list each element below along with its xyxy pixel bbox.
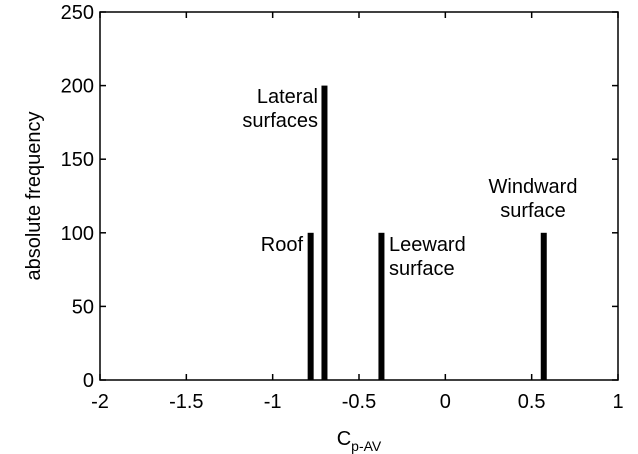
bar — [307, 232, 314, 380]
y-axis-label: absolute frequency — [23, 111, 45, 280]
x-tick-label: 0 — [440, 391, 451, 413]
x-tick-label: -1.5 — [169, 391, 203, 413]
annotation: Lateral surfaces — [242, 86, 318, 132]
annotation: Windward surface — [489, 176, 578, 222]
y-tick-label: 150 — [61, 149, 94, 171]
x-tick-label: 1 — [612, 391, 623, 413]
x-label-subscript: p-AV — [351, 438, 382, 454]
annotation-line: Lateral — [257, 86, 318, 108]
x-tick-label: -2 — [91, 391, 109, 413]
x-tick-label: 0.5 — [518, 391, 546, 413]
x-tick-label: -0.5 — [342, 391, 376, 413]
annotation: Roof — [261, 234, 304, 256]
annotation-line: Windward — [489, 176, 578, 198]
x-axis-label: Cp-AV — [337, 428, 382, 454]
annotation-line: surfaces — [242, 110, 318, 132]
y-tick-label: 50 — [72, 296, 94, 318]
y-tick-label: 250 — [61, 2, 94, 24]
y-tick-label: 100 — [61, 223, 94, 245]
x-label-main: C — [337, 428, 351, 450]
annotation: Leeward surface — [389, 234, 466, 280]
annotation-line: Leeward — [389, 234, 466, 256]
annotation-line: Roof — [261, 234, 304, 256]
y-tick-label: 0 — [83, 370, 94, 392]
bar — [378, 232, 385, 380]
annotation-line: surface — [389, 258, 455, 280]
bar — [540, 232, 547, 380]
annotation-line: surface — [500, 200, 566, 222]
x-tick-label: -1 — [264, 391, 282, 413]
y-tick-label: 200 — [61, 76, 94, 98]
bar — [321, 85, 328, 380]
